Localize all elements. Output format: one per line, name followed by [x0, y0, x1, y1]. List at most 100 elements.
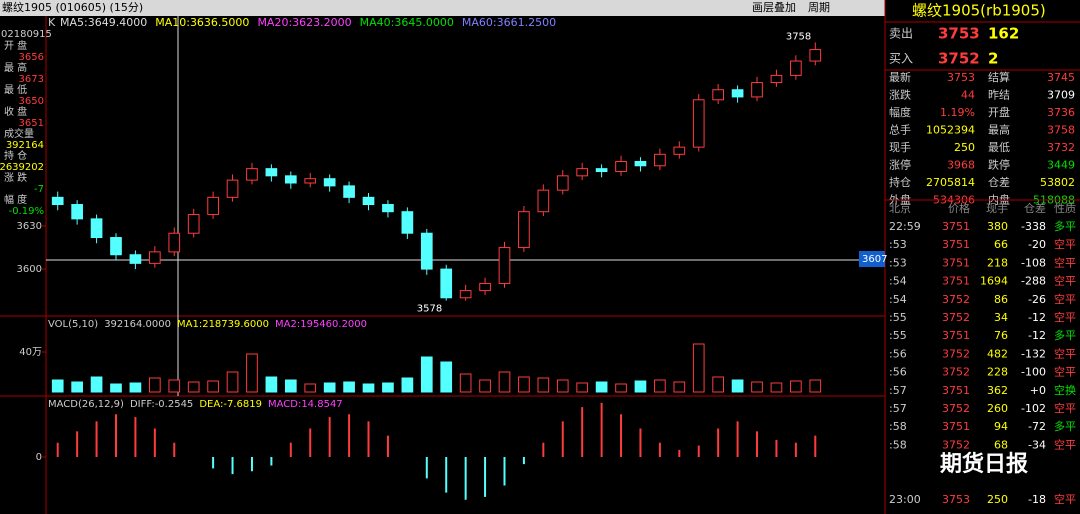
tick-cell: -288 [1021, 275, 1046, 288]
tick-cell: -18 [1028, 493, 1046, 506]
tick-cell: :53 [889, 256, 907, 269]
candle-body [673, 146, 686, 155]
tick-cell: 380 [987, 220, 1008, 233]
stat-label: 幅度 [889, 105, 911, 119]
stat-label: 仓差 [988, 175, 1010, 189]
info-label: 最 高 [4, 61, 27, 74]
tick-cell: -338 [1021, 220, 1046, 233]
stat-value: 3709 [1047, 89, 1075, 102]
info-value: -7 [34, 184, 44, 195]
candle-body [634, 160, 647, 167]
volume-bar [226, 371, 239, 393]
tick-cell: :55 [889, 329, 907, 342]
volume-bar [323, 382, 336, 393]
volume-bar [595, 381, 608, 393]
candle-body [382, 204, 394, 213]
tick-cell: 3751 [942, 384, 970, 397]
volume-bar [207, 380, 219, 393]
tick-cell: 260 [987, 402, 1008, 415]
tick-header: 价格 [948, 201, 970, 215]
tick-cell: -26 [1028, 293, 1046, 306]
candle-body [615, 160, 627, 173]
tick-cell: -100 [1021, 366, 1046, 379]
tick-cell: 3752 [942, 366, 970, 379]
info-label: 涨 跌 [4, 171, 27, 184]
candle-body [459, 290, 472, 299]
legend: MA20:3623.2000 [257, 16, 351, 29]
button[interactable]: 画层叠加 [752, 1, 796, 14]
tick-cell: :57 [889, 384, 907, 397]
y-tick-label: 40万 [19, 347, 42, 358]
tick-cell: 76 [994, 329, 1008, 342]
volume-bar [148, 377, 161, 393]
tick-cell: 218 [987, 256, 1008, 269]
legend: DEA:-7.6819 [199, 399, 262, 410]
volume-bar [420, 356, 433, 393]
stat-value: 250 [954, 141, 975, 154]
volume-bar [556, 379, 569, 393]
legend: K [48, 16, 56, 29]
tick-cell: 3752 [942, 293, 970, 306]
candle-body [207, 196, 219, 216]
tick-cell: -20 [1028, 238, 1046, 251]
quote-size: 2 [988, 50, 998, 68]
y-tick-label: 0 [36, 452, 42, 463]
tick-cell: :54 [889, 275, 907, 288]
candle-body [362, 196, 375, 206]
volume-bar [284, 379, 297, 393]
candle-body [90, 218, 103, 239]
info-value: 392164 [6, 140, 44, 151]
tick-cell: 86 [994, 293, 1008, 306]
tick-cell: 空平 [1054, 492, 1076, 506]
tick-cell: 空平 [1054, 401, 1076, 415]
legend: VOL(5,10) [48, 319, 98, 330]
legend: MA10:3636.5000 [155, 16, 249, 29]
tick-cell: 482 [987, 347, 1008, 360]
tick-cell: 空换 [1054, 383, 1076, 397]
candle-body [498, 247, 511, 284]
stat-label: 最新 [889, 70, 911, 84]
stat-value: 3753 [947, 71, 975, 84]
crosshair-label: 3607 [862, 254, 887, 265]
tick-cell: 空平 [1054, 365, 1076, 379]
stat-value: 3449 [1047, 159, 1075, 172]
tick-cell: 多平 [1054, 419, 1076, 433]
volume-bar [576, 382, 589, 393]
stat-value: 44 [961, 89, 975, 102]
crosshair-tag [859, 251, 885, 267]
legend: MA1:218739.6000 [177, 319, 269, 330]
candle-body [751, 82, 763, 98]
volume-bar [343, 381, 355, 393]
tick-cell: 3751 [942, 220, 970, 233]
candle-body [246, 168, 258, 181]
info-label: 成交量 [4, 127, 34, 140]
tick-cell: 34 [994, 311, 1008, 324]
tick-cell: 3752 [942, 438, 970, 451]
stat-value: 53802 [1040, 176, 1075, 189]
candle-body [284, 175, 297, 184]
button[interactable]: 周期 [808, 1, 830, 14]
stat-label: 开盘 [988, 105, 1010, 119]
volume-bar [731, 379, 744, 393]
candle-body [343, 185, 355, 198]
tick-cell: 3752 [942, 402, 970, 415]
stat-value: 3745 [1047, 71, 1075, 84]
info-label: 开 盘 [4, 39, 27, 52]
candle-body [809, 49, 822, 62]
stat-label: 现手 [889, 140, 911, 154]
tick-cell: 空平 [1054, 274, 1076, 288]
stat-value: 2705814 [926, 176, 975, 189]
volume-bar [71, 381, 83, 393]
price-annotation: 3578 [417, 304, 442, 315]
info-label: 幅 度 [4, 193, 27, 206]
tick-cell: 68 [994, 438, 1008, 451]
volume-bar [168, 379, 181, 393]
tick-cell: 94 [994, 420, 1008, 433]
tick-header: 仓差 [1024, 201, 1046, 215]
candle-body [712, 89, 725, 101]
tick-header: 现手 [986, 201, 1008, 215]
tick-cell: -12 [1028, 329, 1046, 342]
topbar [0, 0, 885, 16]
tick-cell: 23:00 [889, 493, 921, 506]
